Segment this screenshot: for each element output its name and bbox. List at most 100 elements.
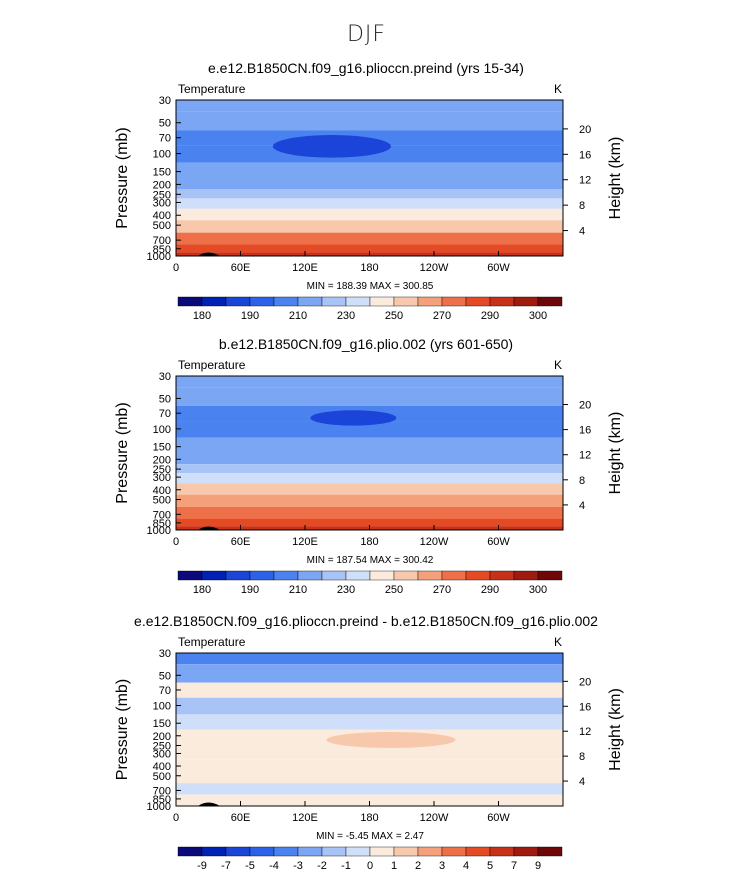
- colorbar-label: 290: [481, 310, 499, 322]
- colorbar-label: 230: [337, 584, 355, 596]
- temperature-band: [176, 473, 563, 484]
- colorbar-segment: [249, 296, 275, 307]
- height-axis-title: Height (km): [607, 412, 624, 495]
- height-tick-label: 8: [579, 475, 585, 487]
- pressure-tick-label: 50: [159, 670, 171, 682]
- longitude-tick-label: 180: [360, 536, 378, 548]
- variable-label: Temperature: [178, 82, 246, 96]
- longitude-tick-label: 0: [173, 262, 179, 274]
- colorbar-segment: [537, 570, 563, 581]
- pressure-tick-label: 250: [153, 464, 171, 476]
- temperature-band: [176, 783, 563, 795]
- colorbar-segment: [513, 570, 539, 581]
- height-tick-label: 8: [579, 751, 585, 763]
- longitude-tick-label: 120E: [292, 262, 318, 274]
- longitude-tick-label: 60E: [231, 262, 251, 274]
- temperature-band: [176, 653, 563, 665]
- colorbar-segment: [369, 296, 395, 307]
- colorbar-segment: [297, 846, 323, 857]
- longitude-tick-label: 60E: [231, 812, 251, 824]
- pressure-tick-label: 150: [153, 442, 171, 454]
- colorbar-label: 230: [337, 310, 355, 322]
- temperature-band: [176, 518, 563, 527]
- longitude-tick-label: 60W: [487, 536, 510, 548]
- colorbar-segment: [345, 296, 371, 307]
- colorbar-segment: [225, 570, 251, 581]
- colorbar-label: 270: [433, 584, 451, 596]
- height-tick-label: 4: [579, 500, 585, 512]
- units-label: K: [554, 82, 562, 96]
- longitude-tick-label: 120E: [292, 536, 318, 548]
- temperature-band: [176, 682, 563, 698]
- temperature-band: [176, 794, 563, 803]
- colorbar-segment: [321, 296, 347, 307]
- pressure-tick-label: 30: [159, 648, 171, 660]
- colorbar-segment: [225, 296, 251, 307]
- temperature-band: [176, 697, 563, 715]
- colorbar-label: -2: [317, 860, 327, 872]
- height-tick-label: 16: [579, 425, 591, 437]
- colorbar-label: 210: [289, 310, 307, 322]
- colorbar-segment: [225, 846, 251, 857]
- pressure-axis-title: Pressure (mb): [114, 127, 131, 228]
- colorbar-label: 290: [481, 584, 499, 596]
- variable-label: Temperature: [178, 635, 246, 649]
- height-tick-label: 4: [579, 226, 585, 238]
- colorbar-segment: [273, 570, 299, 581]
- temperature-band: [176, 244, 563, 253]
- colorbar-label: -1: [341, 860, 351, 872]
- colorbar-label: 1: [391, 860, 397, 872]
- temperature-band: [176, 494, 563, 507]
- pressure-tick-label: 70: [159, 133, 171, 145]
- temperature-band: [176, 100, 563, 112]
- pressure-tick-label: 400: [153, 761, 171, 773]
- colorbar-label: 190: [241, 310, 259, 322]
- pressure-axis-title: Pressure (mb): [114, 679, 131, 780]
- pressure-tick-label: 300: [153, 197, 171, 209]
- temperature-band: [176, 162, 563, 178]
- colorbar-segment: [441, 570, 467, 581]
- pressure-axis-title: Pressure (mb): [114, 402, 131, 503]
- colorbar-segment: [249, 570, 275, 581]
- pressure-tick-label: 300: [153, 748, 171, 760]
- colorbar-label: -3: [293, 860, 303, 872]
- temperature-band: [176, 111, 563, 131]
- units-label: K: [554, 358, 562, 372]
- temperature-band: [176, 714, 563, 730]
- pressure-tick-label: 50: [159, 393, 171, 405]
- pressure-tick-label: 100: [153, 424, 171, 436]
- colorbar-label: 300: [529, 310, 547, 322]
- height-tick-label: 20: [579, 400, 591, 412]
- pressure-tick-label: 250: [153, 741, 171, 753]
- temperature-anomaly: [310, 410, 397, 426]
- pressure-tick-label: 100: [153, 701, 171, 713]
- height-tick-label: 4: [579, 776, 585, 788]
- colorbar-label: 7: [511, 860, 517, 872]
- pressure-tick-label: 400: [153, 485, 171, 497]
- colorbar-label: -5: [245, 860, 255, 872]
- height-axis-title: Height (km): [607, 137, 624, 220]
- colorbar-label: -7: [221, 860, 231, 872]
- pressure-tick-label: 500: [153, 771, 171, 783]
- longitude-tick-label: 60W: [487, 262, 510, 274]
- colorbar-segment: [345, 846, 371, 857]
- temperature-band: [176, 464, 563, 474]
- pressure-tick-label: 200: [153, 454, 171, 466]
- pressure-tick-label: 150: [153, 718, 171, 730]
- colorbar-label: 180: [193, 310, 211, 322]
- colorbar-segment: [465, 846, 491, 857]
- min-max-stats: MIN = 188.39 MAX = 300.85: [307, 281, 434, 292]
- colorbar-segment: [465, 296, 491, 307]
- height-tick-label: 20: [579, 124, 591, 136]
- temperature-band: [176, 387, 563, 406]
- pressure-tick-label: 250: [153, 189, 171, 201]
- longitude-tick-label: 60W: [487, 812, 510, 824]
- colorbar-label: 250: [385, 584, 403, 596]
- colorbar-label: 9: [535, 860, 541, 872]
- colorbar-segment: [273, 296, 299, 307]
- topography-blob: [198, 802, 220, 806]
- min-max-stats: MIN = -5.45 MAX = 2.47: [316, 831, 424, 842]
- colorbar-segment: [177, 846, 203, 857]
- colorbar-segment: [393, 570, 419, 581]
